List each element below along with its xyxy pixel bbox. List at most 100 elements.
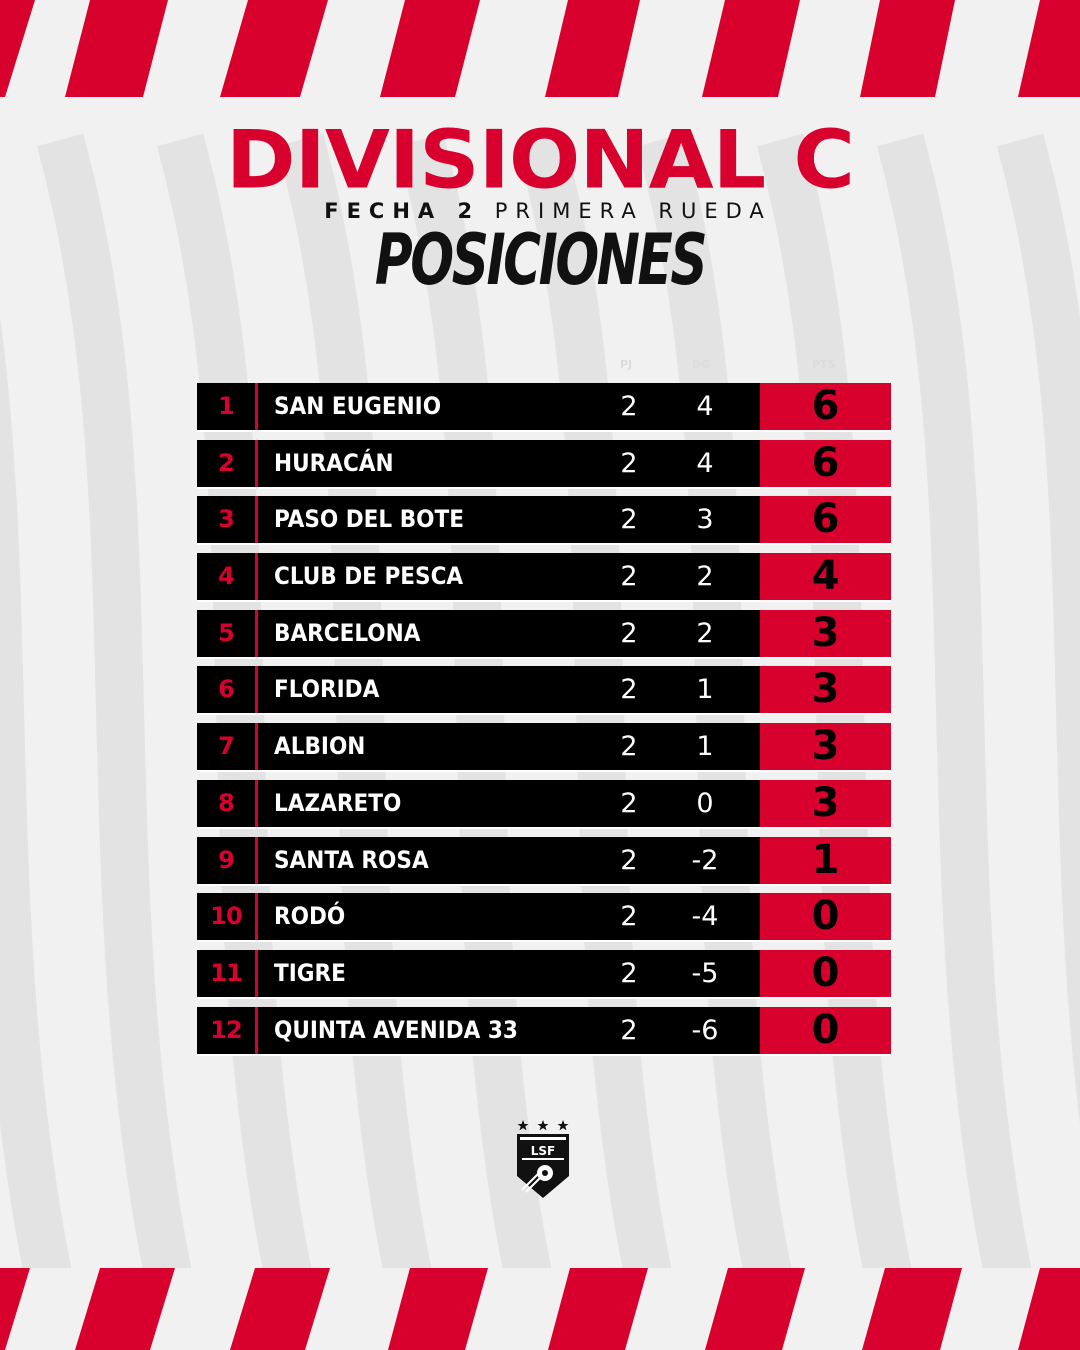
points-box	[760, 836, 891, 884]
points-value: 6	[811, 383, 840, 429]
table-row: 10 RODÓ 2 -4 0	[197, 893, 891, 943]
points-value: 1	[811, 836, 840, 883]
team-name: SAN EUGENIO	[274, 392, 442, 420]
position-number: 8	[218, 788, 235, 817]
table-row: 8 LAZARETO 2 0 3	[197, 779, 891, 829]
points-value: 3	[811, 609, 840, 656]
position-number: 11	[210, 958, 242, 987]
team-name: TIGRE	[274, 958, 346, 987]
played-value: 2	[620, 504, 638, 536]
goal-diff-value: 1	[696, 674, 714, 706]
column-headers: PJ DG PTS	[0, 358, 1080, 374]
row-separator	[255, 779, 258, 827]
round-subtitle: FECHA 2 PRIMERA RUEDA	[0, 201, 1080, 222]
played-value: 2	[620, 447, 638, 479]
team-name: BARCELONA	[274, 618, 421, 647]
points-value: 6	[811, 439, 840, 486]
goal-diff-value: 0	[696, 787, 714, 819]
section-title: POSICIONES	[374, 219, 708, 301]
row-separator	[255, 609, 258, 657]
row-separator	[255, 553, 258, 601]
rueda-label: PRIMERA RUEDA	[494, 199, 772, 223]
team-name: LAZARETO	[274, 788, 402, 817]
played-value: 2	[620, 1014, 638, 1046]
table-row: 4 CLUB DE PESCA 2 2 4	[197, 553, 891, 603]
row-separator	[255, 666, 258, 714]
row-separator	[255, 836, 258, 884]
played-value: 2	[620, 674, 638, 706]
col-header-pj: PJ	[620, 358, 633, 371]
team-name: ALBION	[274, 732, 366, 761]
goal-diff-value: 3	[696, 504, 714, 536]
bottom-stripes	[0, 1268, 1080, 1350]
table-row: 1 SAN EUGENIO 2 4 6	[197, 383, 891, 432]
points-box	[760, 666, 891, 714]
position-number: 7	[218, 732, 235, 761]
table-row: 7 ALBION 2 1 3	[197, 723, 891, 773]
points-box	[760, 496, 891, 544]
team-name: CLUB DE PESCA	[274, 562, 464, 591]
row-separator	[255, 439, 258, 487]
points-value: 3	[811, 779, 840, 826]
position-number: 10	[210, 902, 242, 931]
points-box	[760, 439, 891, 487]
team-name: PASO DEL BOTE	[274, 505, 464, 534]
points-box	[760, 949, 891, 997]
standings-table: 1 SAN EUGENIO 2 4 6 2 HURACÁN 2 4 6 3 PA…	[197, 383, 891, 1063]
points-box	[760, 893, 891, 941]
row-separator	[255, 723, 258, 771]
points-box	[760, 553, 891, 601]
points-value: 3	[811, 723, 840, 770]
table-row: 6 FLORIDA 2 1 3	[197, 666, 891, 716]
goal-diff-value: -2	[691, 844, 719, 876]
played-value: 2	[620, 561, 638, 593]
row-separator	[255, 949, 258, 997]
col-header-dg: DG	[692, 358, 711, 371]
goal-diff-value: -4	[691, 901, 719, 933]
goal-diff-value: 4	[696, 447, 714, 479]
position-number: 12	[210, 1015, 242, 1044]
goal-diff-value: -6	[691, 1014, 719, 1046]
played-value: 2	[620, 731, 638, 763]
position-number: 4	[218, 562, 235, 591]
points-value: 6	[811, 496, 840, 543]
table-row: 9 SANTA ROSA 2 -2 1	[197, 836, 891, 886]
team-name: FLORIDA	[274, 675, 380, 704]
table-row: 12 QUINTA AVENIDA 33 2 -6 0	[197, 1006, 891, 1056]
goal-diff-value: -5	[691, 957, 719, 989]
position-number: 9	[218, 845, 235, 874]
row-separator	[255, 893, 258, 941]
played-value: 2	[620, 391, 638, 422]
played-value: 2	[620, 617, 638, 649]
goal-diff-value: 2	[696, 617, 714, 649]
table-row: 5 BARCELONA 2 2 3	[197, 609, 891, 659]
points-value: 4	[811, 553, 840, 600]
fecha-label: FECHA 2	[324, 199, 481, 223]
points-box	[760, 723, 891, 771]
points-box	[760, 609, 891, 657]
logo-initials: LSF	[531, 1144, 556, 1158]
table-row: 3 PASO DEL BOTE 2 3 6	[197, 496, 891, 546]
page-title: DIVISIONAL C	[225, 113, 855, 207]
position-number: 2	[218, 448, 235, 477]
goal-diff-value: 4	[696, 391, 714, 422]
position-number: 1	[218, 392, 235, 420]
goal-diff-value: 1	[696, 731, 714, 763]
row-separator	[255, 1006, 258, 1054]
position-number: 6	[218, 675, 235, 704]
points-value: 0	[811, 949, 840, 996]
position-number: 3	[218, 505, 235, 534]
played-value: 2	[620, 787, 638, 819]
points-value: 0	[811, 1006, 840, 1053]
league-shield-logo-icon: LSF	[517, 1120, 569, 1198]
team-name: QUINTA AVENIDA 33	[274, 1015, 518, 1044]
played-value: 2	[620, 901, 638, 933]
row-separator	[255, 383, 258, 430]
row-separator	[255, 496, 258, 544]
points-value: 3	[811, 666, 840, 713]
points-box	[760, 383, 891, 430]
points-value: 0	[811, 893, 840, 940]
table-row: 11 TIGRE 2 -5 0	[197, 949, 891, 999]
table-row: 2 HURACÁN 2 4 6	[197, 439, 891, 489]
points-box	[760, 779, 891, 827]
